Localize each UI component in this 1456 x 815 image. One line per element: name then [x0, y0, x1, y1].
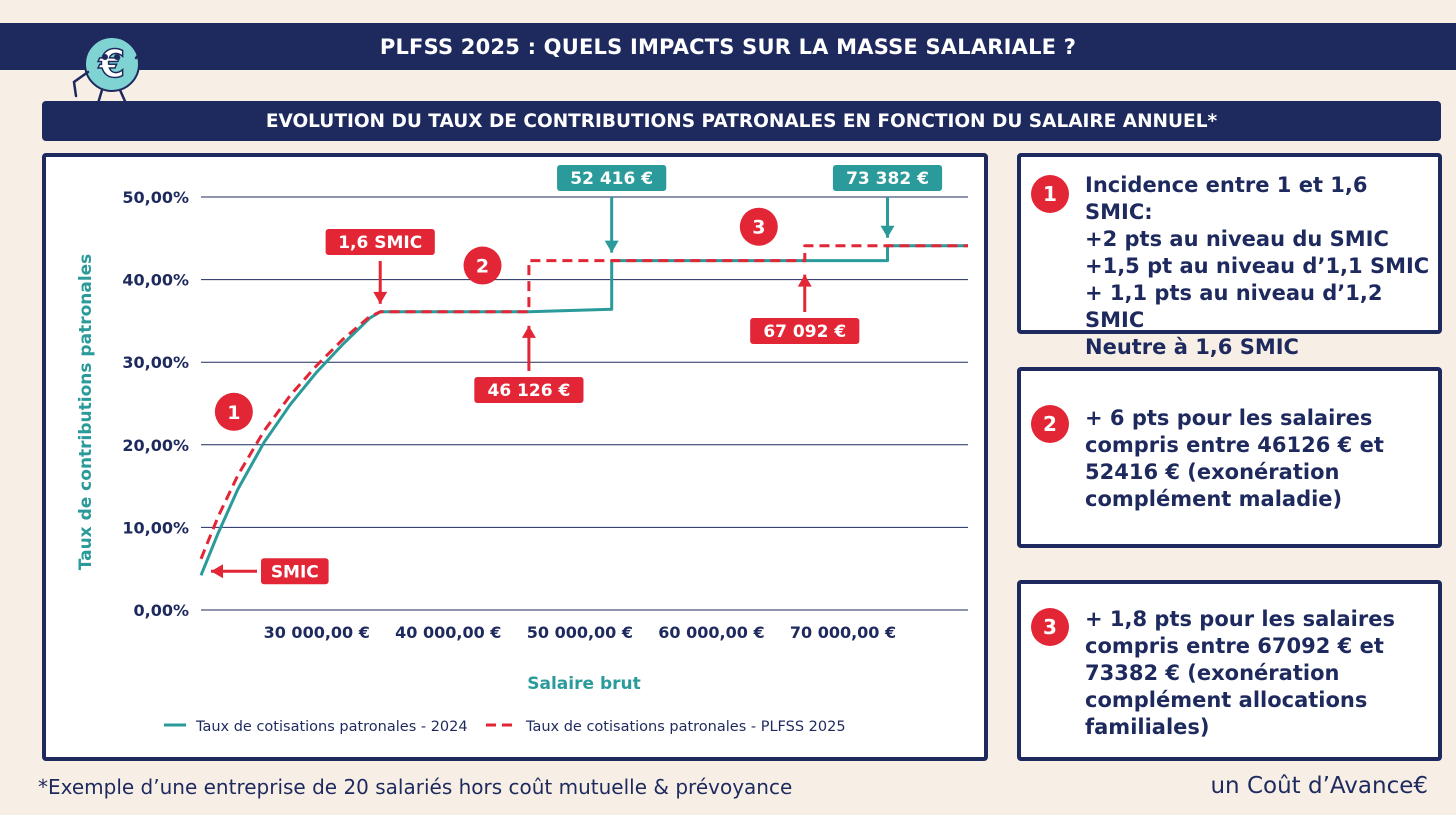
- info-box-3: 3 + 1,8 pts pour les salaires compris en…: [1017, 580, 1442, 761]
- info-box-1: 1 Incidence entre 1 et 1,6 SMIC: +2 pts …: [1017, 153, 1442, 359]
- y-tick-label: 0,00%: [133, 601, 189, 620]
- x-tick-label: 40 000,00 €: [395, 623, 501, 642]
- x-tick-label: 60 000,00 €: [658, 623, 764, 642]
- legend-label: Taux de cotisations patronales - PLFSS 2…: [525, 719, 846, 735]
- annotation-arrowhead: [521, 325, 536, 338]
- y-tick-label: 40,00%: [122, 271, 189, 290]
- euro-mascot-icon: €: [72, 36, 154, 126]
- line-chart: 0,00% 10,00% 20,00% 30,00% 40,00% 50,00% 30 00…: [76, 165, 968, 735]
- annotation-box: [750, 318, 860, 344]
- annotation-arrowhead: [604, 240, 619, 253]
- annotation-label: 52 416 €: [570, 169, 653, 189]
- chart-subtitle-banner: EVOLUTION DU TAUX DE CONTRIBUTIONS PATRO…: [42, 101, 1441, 141]
- marker-circle: [214, 392, 253, 431]
- series-line-2: [199, 244, 968, 560]
- y-tick-label: 10,00%: [122, 518, 189, 537]
- y-axis-title: Taux de contributions patronales: [76, 254, 96, 571]
- info-badge-3: 3: [1031, 608, 1069, 646]
- annotation-label: 67 092 €: [763, 322, 846, 342]
- y-tick-label: 50,00%: [122, 188, 189, 207]
- annotation-box: [261, 558, 329, 585]
- page-title-banner: PLFSS 2025 : QUELS IMPACTS SUR LA MASSE …: [0, 23, 1456, 70]
- info-text-1: Incidence entre 1 et 1,6 SMIC: +2 pts au…: [1085, 173, 1430, 359]
- series-line-1: [199, 244, 968, 576]
- info-badge-2: 2: [1031, 405, 1069, 443]
- marker-label: 2: [476, 256, 489, 278]
- annotation-box: [325, 229, 435, 255]
- marker-circle: [739, 207, 778, 246]
- marker-label: 3: [752, 217, 765, 239]
- annotation-label: SMIC: [271, 562, 319, 582]
- info-text-2: + 6 pts pour les salaires compris entre …: [1085, 406, 1384, 511]
- info-box-2: 2 + 6 pts pour les salaires compris entr…: [1017, 367, 1442, 548]
- footnote: *Exemple d’une entreprise de 20 salariés…: [38, 775, 793, 799]
- chart-subtitle: EVOLUTION DU TAUX DE CONTRIBUTIONS PATRO…: [265, 110, 1218, 132]
- annotation-arrowhead: [373, 291, 388, 304]
- annotation-arrowhead: [211, 564, 223, 579]
- svg-text:€: €: [98, 42, 125, 86]
- x-tick-label: 70 000,00 €: [790, 623, 896, 642]
- chart-panel: 0,00% 10,00% 20,00% 30,00% 40,00% 50,00% 30 00…: [42, 153, 988, 761]
- brand-logo: un Coût d’Avance€: [1210, 773, 1428, 799]
- x-tick-label: 30 000,00 €: [264, 623, 370, 642]
- info-badge-1: 1: [1031, 175, 1069, 213]
- y-tick-label: 30,00%: [122, 353, 189, 372]
- annotation-arrowhead: [880, 225, 895, 238]
- page-title: PLFSS 2025 : QUELS IMPACTS SUR LA MASSE …: [379, 34, 1077, 59]
- annotation-label: 46 126 €: [487, 381, 570, 401]
- annotation-box: [557, 165, 667, 191]
- annotation-arrowhead: [797, 274, 812, 287]
- marker-circle: [463, 246, 502, 285]
- x-axis-title: Salaire brut: [527, 674, 640, 694]
- annotation-box: [832, 165, 943, 191]
- legend-label: Taux de cotisations patronales - 2024: [195, 719, 468, 735]
- x-tick-label: 50 000,00 €: [527, 623, 633, 642]
- annotation-label: 73 382 €: [846, 169, 929, 189]
- info-text-3: + 1,8 pts pour les salaires compris entr…: [1085, 607, 1395, 739]
- annotation-label: 1,6 SMIC: [338, 233, 422, 253]
- y-tick-label: 20,00%: [122, 436, 189, 455]
- annotation-box: [474, 377, 584, 403]
- marker-label: 1: [227, 402, 240, 424]
